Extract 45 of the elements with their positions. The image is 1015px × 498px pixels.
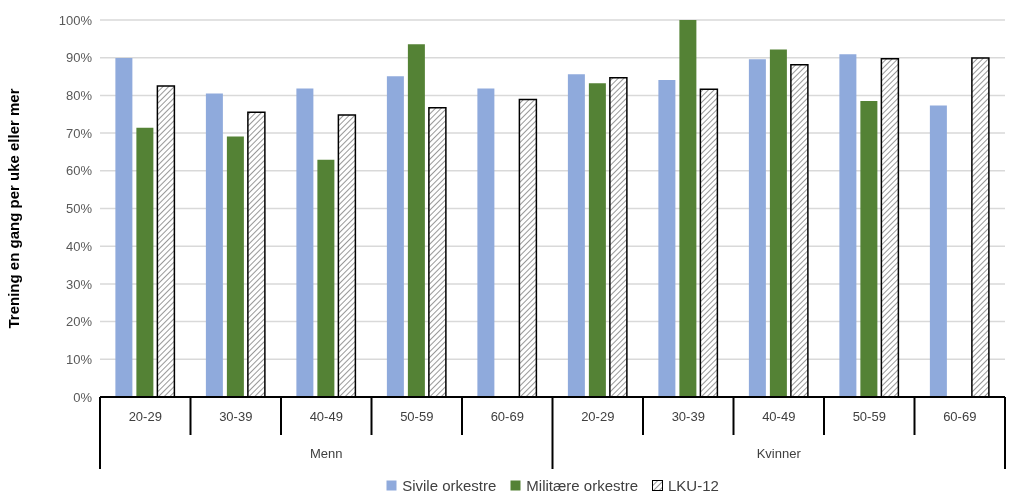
x-tick-label: 60-69 [490,409,524,424]
y-axis-title: Trening en gang per uke eller mer [5,88,23,329]
bar [839,54,857,397]
y-tick-label: 60% [65,163,93,179]
x-tick-label: 40-49 [309,409,343,424]
bar [115,58,133,397]
bar [386,76,404,397]
x-tick-label: 30-39 [219,409,253,424]
legend-label: LKU-12 [667,477,719,494]
y-tick-label: 70% [65,125,93,141]
x-tick-label: 20-29 [581,409,615,424]
x-tick-label: 30-39 [671,409,705,424]
bar [679,20,697,397]
y-tick-label: 50% [65,201,93,217]
y-tick-label: 100% [58,12,93,28]
x-tick-label: 50-59 [852,409,886,424]
bar [748,59,766,397]
y-tick-label: 20% [65,314,93,330]
bar [860,101,878,397]
bar [658,79,676,397]
legend-label: Sivile orkestre [401,477,497,494]
bar [317,159,335,397]
bar [567,74,585,397]
y-tick-label: 0% [73,389,93,405]
y-tick-label: 40% [65,238,93,254]
x-tick-label: 50-59 [400,409,434,424]
text: Kvinner [756,446,802,461]
x-tick-label: 20-29 [128,409,162,424]
x-tick-label: 40-49 [762,409,796,424]
y-tick-label: 30% [65,276,93,292]
bar [296,88,314,397]
bar [136,127,154,397]
bar [929,105,947,397]
y-tick-label: 90% [65,50,93,66]
bar [588,83,606,397]
bar [226,136,244,397]
legend-label: Militære orkestre [525,477,639,494]
text: Menn [309,446,343,461]
y-tick-label: 80% [65,88,93,104]
y-tick-label: 10% [65,351,93,367]
bar [477,88,495,397]
bar [407,44,425,397]
x-tick-label: 60-69 [943,409,977,424]
bar [769,49,787,397]
bar [205,93,223,397]
